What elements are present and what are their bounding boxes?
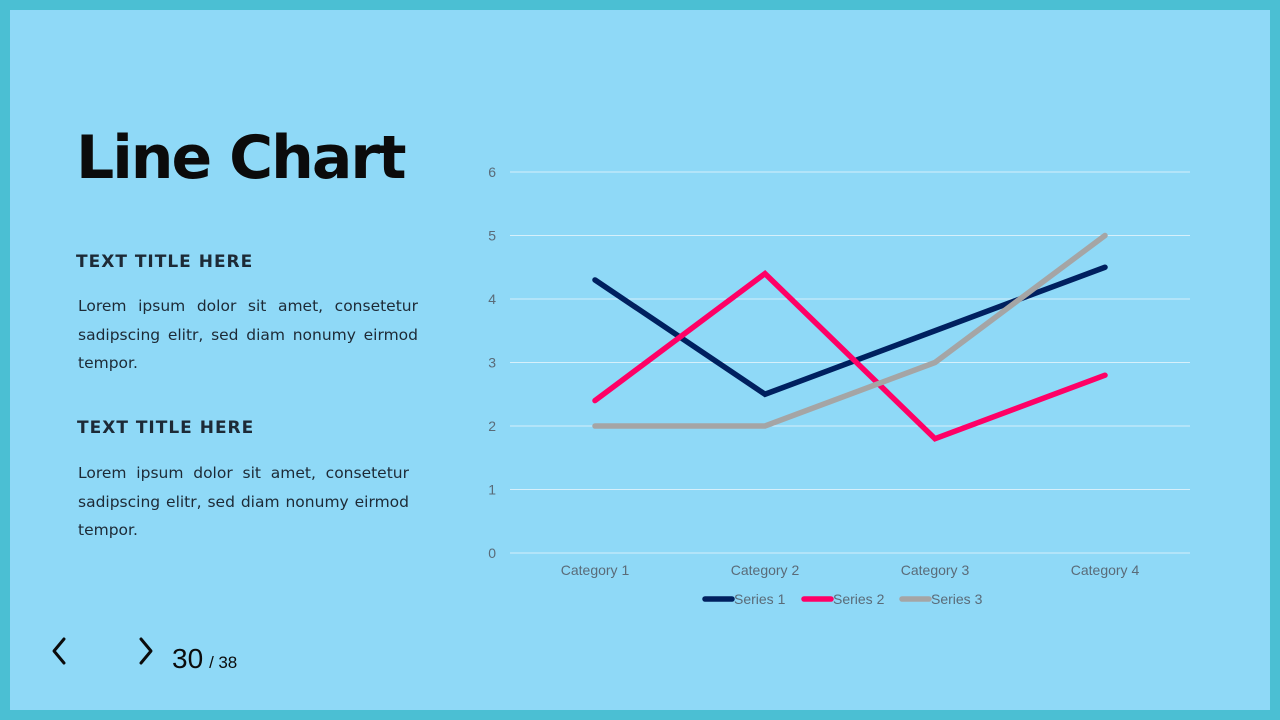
series-1-line <box>592 264 1108 398</box>
page-separator: / <box>209 653 214 672</box>
legend-label-series-1: Series 1 <box>734 591 786 607</box>
next-slide-button[interactable] <box>131 633 161 669</box>
section-1-heading: TEXT TITLE HERE <box>76 252 254 272</box>
section-1-body: Lorem ipsum dolor sit amet, consetetur s… <box>78 297 418 372</box>
y-tick-label: 1 <box>488 482 496 498</box>
page-title: Line Chart <box>76 123 407 193</box>
x-tick-label: Category 4 <box>1071 562 1140 578</box>
x-tick-label: Category 3 <box>901 562 970 578</box>
y-tick-label: 0 <box>488 545 496 561</box>
slide <box>10 10 1270 710</box>
y-tick-label: 2 <box>488 418 496 434</box>
y-tick-label: 4 <box>488 291 496 307</box>
y-tick-label: 5 <box>488 228 496 244</box>
series-3-line <box>592 232 1108 429</box>
x-tick-label: Category 2 <box>731 562 800 578</box>
legend-label-series-3: Series 3 <box>931 591 983 607</box>
chevron-left-icon <box>52 637 66 665</box>
total-pages: 38 <box>218 653 238 672</box>
legend-label-series-2: Series 2 <box>833 591 885 607</box>
previous-slide-button[interactable] <box>44 633 74 669</box>
section-2-body: Lorem ipsum dolor sit amet, consetetur s… <box>78 464 409 539</box>
y-tick-label: 3 <box>488 355 496 371</box>
page-indicator: 30 / 38 <box>172 643 237 675</box>
section-2-heading: TEXT TITLE HERE <box>77 418 255 438</box>
x-tick-label: Category 1 <box>561 562 630 578</box>
current-page: 30 <box>172 643 204 674</box>
chevron-right-icon <box>139 637 153 665</box>
series-2-line <box>592 269 1108 442</box>
y-tick-label: 6 <box>488 164 496 180</box>
